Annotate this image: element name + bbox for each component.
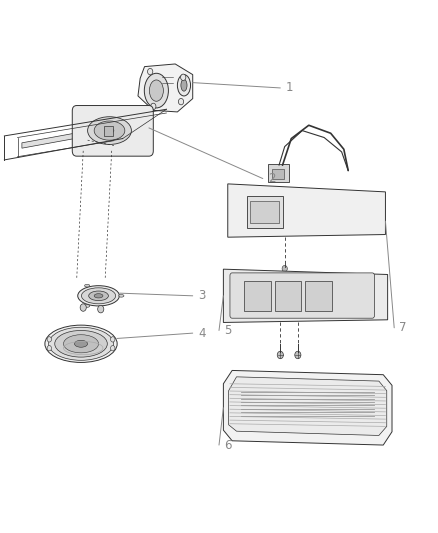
Ellipse shape [144,74,168,108]
Polygon shape [138,64,193,112]
Circle shape [47,345,52,351]
Text: 2: 2 [268,172,276,185]
Polygon shape [223,269,388,322]
Text: 4: 4 [198,327,205,340]
Text: 6: 6 [224,439,232,451]
Text: 7: 7 [399,321,407,334]
Ellipse shape [149,80,163,101]
Ellipse shape [105,128,114,133]
Polygon shape [229,377,387,435]
Ellipse shape [85,305,90,308]
Ellipse shape [55,330,107,357]
Ellipse shape [49,327,113,360]
Ellipse shape [74,341,88,348]
FancyBboxPatch shape [250,201,279,223]
Polygon shape [228,184,385,237]
FancyBboxPatch shape [104,126,113,136]
Ellipse shape [119,294,124,297]
FancyBboxPatch shape [268,164,289,182]
FancyBboxPatch shape [72,106,153,156]
Polygon shape [223,370,392,445]
Ellipse shape [88,117,131,144]
FancyBboxPatch shape [244,281,271,311]
Ellipse shape [177,75,191,96]
Circle shape [151,103,156,110]
Ellipse shape [81,288,116,304]
Text: 1: 1 [286,82,293,94]
Ellipse shape [94,121,125,140]
Ellipse shape [85,284,90,287]
Polygon shape [22,133,74,148]
FancyBboxPatch shape [230,273,374,318]
Circle shape [178,99,184,105]
Circle shape [295,351,301,359]
Circle shape [277,351,283,359]
Text: 5: 5 [224,324,232,337]
Circle shape [80,304,86,311]
FancyBboxPatch shape [275,281,301,311]
Circle shape [148,68,153,75]
Circle shape [282,265,287,272]
Ellipse shape [88,291,109,301]
FancyBboxPatch shape [272,169,284,179]
Circle shape [98,305,104,313]
Circle shape [110,337,115,342]
FancyBboxPatch shape [247,196,283,228]
Ellipse shape [64,335,99,353]
Circle shape [47,337,52,342]
Circle shape [110,345,115,351]
FancyBboxPatch shape [305,281,332,311]
Ellipse shape [181,79,187,91]
Ellipse shape [94,294,103,298]
Circle shape [180,74,186,80]
Ellipse shape [78,286,119,306]
Text: 3: 3 [198,289,205,302]
Ellipse shape [45,325,117,362]
